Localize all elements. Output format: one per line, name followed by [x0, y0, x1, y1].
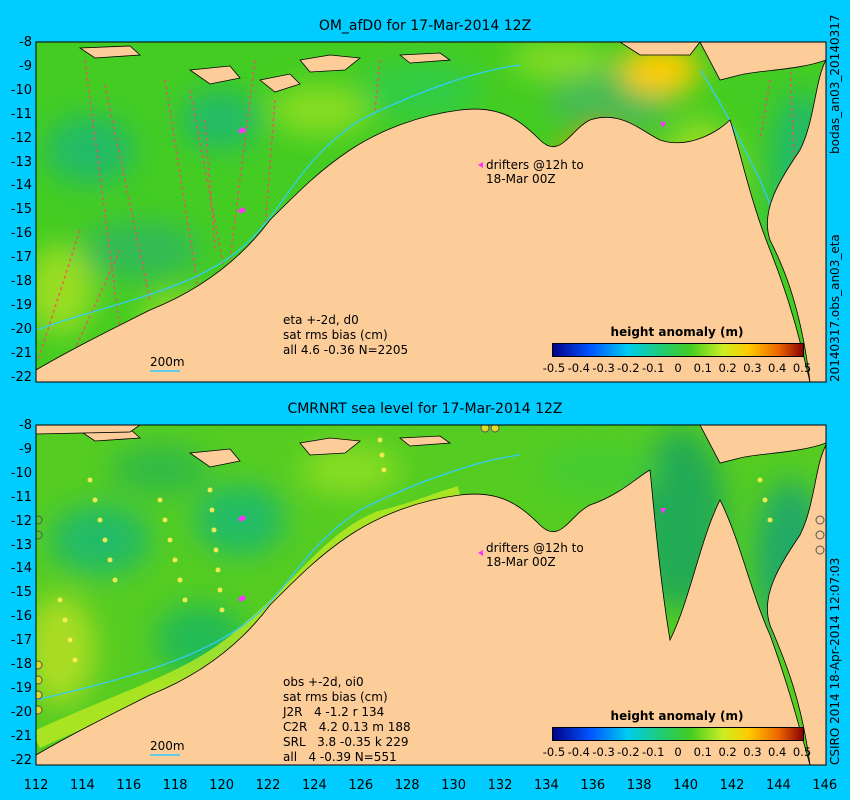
bottom-scale-label: 200m: [150, 739, 185, 753]
colorbar-tick-label: -0.2: [617, 361, 640, 375]
y-tick-label: -11: [10, 489, 32, 505]
y-tick-label: -19: [10, 297, 32, 313]
x-tick-label: 118: [162, 778, 188, 793]
y-tick-label: -19: [10, 680, 32, 696]
y-tick-label: -10: [10, 465, 32, 481]
colorbar-tick-label: -0.1: [641, 745, 665, 759]
x-tick-label: 116: [116, 778, 142, 793]
y-tick-label: -21: [10, 728, 32, 744]
top-drifter-note: drifters @12h to 18-Mar 00Z: [486, 158, 584, 186]
x-tick-label: 122: [255, 778, 281, 793]
colorbar-tick-label: -0.5: [542, 361, 566, 375]
x-tick-label: 138: [626, 778, 652, 793]
x-tick-label: 130: [441, 778, 466, 793]
colorbar-tick-label: -0.4: [567, 745, 591, 759]
y-tick-label: -18: [10, 657, 32, 672]
colorbar-tick-label: -0.1: [641, 361, 665, 375]
colorbar-tick-label: 0: [674, 745, 682, 759]
y-tick-label: -20: [10, 321, 32, 337]
y-tick-label: -14: [10, 178, 32, 194]
x-tick-label: 120: [209, 778, 234, 793]
y-tick-label: -13: [10, 537, 32, 553]
colorbar-tick-label: 0.1: [693, 745, 712, 759]
x-tick-label: 140: [673, 778, 698, 793]
y-tick-label: -17: [10, 250, 32, 266]
colorbar-tick-label: -0.4: [567, 361, 591, 375]
x-tick-label: 114: [69, 778, 95, 793]
x-tick-label: 112: [23, 778, 49, 793]
colorbar-tick-label: 0.1: [693, 361, 712, 375]
colorbar-tick-label: -0.2: [617, 745, 640, 759]
y-tick-label: -13: [10, 154, 32, 170]
bottom-side-text: CSIRO 2014 18-Apr-2014 12:07:03: [828, 557, 842, 765]
colorbar-tick-label: 0.2: [718, 361, 737, 375]
top-stats: eta +-2d, d0 sat rms bias (cm) all 4.6 -…: [283, 313, 409, 357]
y-tick-label: -22: [10, 369, 32, 385]
bottom-colorbar: [552, 727, 804, 741]
bottom-drifter-note: drifters @12h to 18-Mar 00Z: [486, 541, 584, 569]
x-tick-label: 124: [301, 778, 327, 793]
x-tick-label: 144: [765, 778, 791, 793]
y-tick-label: -16: [10, 226, 32, 242]
colorbar-tick-label: 0.4: [768, 361, 787, 375]
y-tick-label: -15: [10, 585, 32, 601]
y-tick-label: -8: [19, 35, 32, 50]
y-tick-label: -14: [10, 561, 32, 577]
y-tick-label: -8: [19, 418, 32, 433]
x-tick-label: 142: [719, 778, 745, 793]
x-tick-label: 136: [580, 778, 606, 793]
y-tick-label: -12: [10, 130, 32, 146]
y-tick-label: -22: [10, 752, 32, 768]
y-tick-label: -12: [10, 513, 32, 529]
x-tick-label: 134: [533, 778, 559, 793]
bottom-panel-title: CMRNRT sea level for 17-Mar-2014 12Z: [287, 401, 563, 417]
y-tick-label: -10: [10, 82, 32, 98]
colorbar-tick-label: 0.5: [792, 361, 812, 375]
bottom-colorbar-title: height anomaly (m): [610, 709, 744, 723]
colorbar-tick-label: 0: [674, 361, 682, 375]
x-tick-label: 128: [394, 778, 420, 793]
colorbar-tick-label: 0.3: [743, 745, 762, 759]
colorbar-tick-label: 0.2: [718, 745, 737, 759]
colorbar-tick-label: 0.5: [792, 745, 812, 759]
y-tick-label: -9: [19, 58, 32, 74]
colorbar-tick-label: -0.5: [542, 745, 566, 759]
bottom-stats: obs +-2d, oi0 sat rms bias (cm) J2R 4 -1…: [283, 675, 411, 764]
colorbar-tick-label: -0.3: [592, 745, 615, 759]
colorbar-tick-label: -0.3: [592, 361, 615, 375]
y-tick-label: -17: [10, 633, 32, 649]
x-tick-label: 132: [487, 778, 513, 793]
x-tick-label: 126: [348, 778, 374, 793]
x-tick-label: 146: [812, 778, 838, 793]
y-tick-label: -20: [10, 704, 32, 720]
y-tick-label: -9: [19, 441, 32, 457]
top-colorbar-title: height anomaly (m): [610, 325, 744, 339]
colorbar-tick-label: 0.3: [743, 361, 762, 375]
y-tick-label: -15: [10, 202, 32, 218]
y-tick-label: -21: [10, 345, 32, 361]
top-map: [35, 41, 827, 383]
top-colorbar: [552, 343, 804, 357]
y-tick-label: -16: [10, 609, 32, 625]
y-tick-label: -18: [10, 274, 32, 289]
colorbar-tick-label: 0.4: [768, 745, 787, 759]
top-panel-title: OM_afD0 for 17-Mar-2014 12Z: [318, 18, 532, 34]
y-tick-label: -11: [10, 106, 32, 122]
top-scale-label: 200m: [150, 355, 185, 369]
